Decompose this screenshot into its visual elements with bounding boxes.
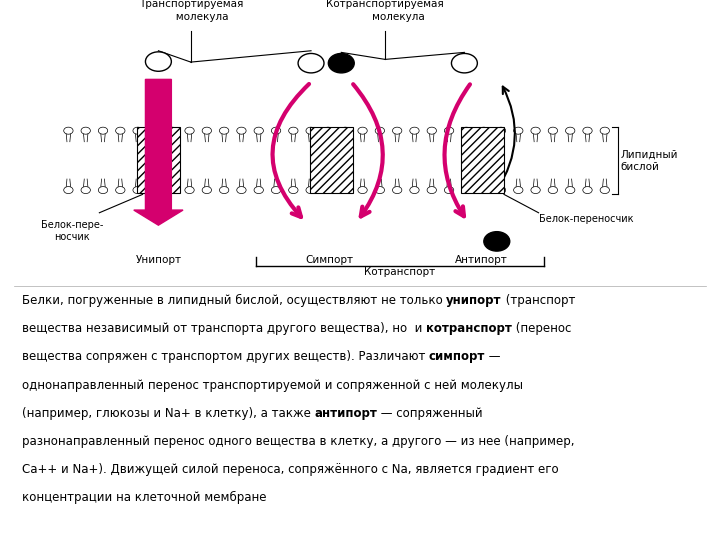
Circle shape [496, 127, 505, 134]
Text: Унипорт: Унипорт [135, 255, 181, 266]
Bar [461, 127, 504, 193]
Circle shape [410, 127, 419, 134]
Bar [310, 127, 353, 193]
Circle shape [582, 186, 592, 193]
Circle shape [220, 127, 229, 134]
Circle shape [271, 186, 281, 193]
Circle shape [328, 53, 354, 73]
Circle shape [323, 127, 333, 134]
Circle shape [150, 186, 160, 193]
Circle shape [341, 186, 350, 193]
Circle shape [427, 186, 436, 193]
Text: вещества независимый от транспорта другого вещества), но  и: вещества независимый от транспорта друго… [22, 322, 426, 335]
Circle shape [289, 127, 298, 134]
Circle shape [484, 232, 510, 251]
Circle shape [462, 186, 471, 193]
Text: (например, глюкозы и Na+ в клетку), а также: (например, глюкозы и Na+ в клетку), а та… [22, 407, 314, 420]
Circle shape [133, 127, 143, 134]
Circle shape [202, 127, 212, 134]
Circle shape [600, 186, 609, 193]
Text: Котранспортируемая
        молекула: Котранспортируемая молекула [326, 0, 444, 22]
Text: Симпорт: Симпорт [306, 255, 354, 266]
Text: однонаправленный перенос транспортируемой и сопряженной с ней молекулы: однонаправленный перенос транспортируемо… [22, 379, 523, 392]
Text: разнонаправленный перенос одного вещества в клетку, а другого — из нее (например: разнонаправленный перенос одного веществ… [22, 435, 574, 448]
Circle shape [63, 186, 73, 193]
Circle shape [392, 127, 402, 134]
Circle shape [392, 186, 402, 193]
Circle shape [496, 186, 505, 193]
Circle shape [81, 186, 91, 193]
Text: Транспортируемая
       молекула: Транспортируемая молекула [139, 0, 243, 22]
Circle shape [513, 127, 523, 134]
Polygon shape [134, 79, 183, 225]
Bar [137, 127, 180, 193]
Circle shape [479, 127, 488, 134]
Circle shape [582, 127, 592, 134]
Circle shape [237, 127, 246, 134]
Circle shape [375, 127, 384, 134]
Circle shape [289, 186, 298, 193]
Circle shape [133, 186, 143, 193]
Circle shape [565, 127, 575, 134]
Circle shape [444, 127, 454, 134]
Circle shape [306, 127, 315, 134]
Circle shape [375, 186, 384, 193]
Circle shape [237, 186, 246, 193]
Text: Котранспорт: Котранспорт [364, 267, 435, 278]
Circle shape [116, 186, 125, 193]
Text: симпорт: симпорт [428, 350, 485, 363]
Circle shape [220, 186, 229, 193]
Circle shape [451, 53, 477, 73]
Circle shape [531, 127, 540, 134]
Text: концентрации на клеточной мембране: концентрации на клеточной мембране [22, 491, 266, 504]
Text: Белок-переносчик: Белок-переносчик [539, 214, 633, 225]
Circle shape [116, 127, 125, 134]
Text: (перенос: (перенос [512, 322, 571, 335]
Circle shape [444, 186, 454, 193]
Circle shape [306, 186, 315, 193]
Circle shape [341, 127, 350, 134]
Text: Липидный
бислой: Липидный бислой [621, 149, 678, 172]
Text: Белки, погруженные в липидный бислой, осуществляют не только: Белки, погруженные в липидный бислой, ос… [22, 294, 446, 307]
Circle shape [168, 127, 177, 134]
Text: — сопряженный: — сопряженный [377, 407, 482, 420]
Circle shape [185, 186, 194, 193]
Text: Белок-пере-
носчик: Белок-пере- носчик [41, 220, 103, 242]
Circle shape [479, 186, 488, 193]
Circle shape [358, 127, 367, 134]
Circle shape [358, 186, 367, 193]
Circle shape [427, 127, 436, 134]
Circle shape [565, 186, 575, 193]
Circle shape [168, 186, 177, 193]
Circle shape [462, 127, 471, 134]
Circle shape [410, 186, 419, 193]
Text: Ca++ и Na+). Движущей силой переноса, сопряжённого с Na, является градиент его: Ca++ и Na+). Движущей силой переноса, со… [22, 463, 558, 476]
Circle shape [548, 186, 557, 193]
Circle shape [81, 127, 91, 134]
Circle shape [513, 186, 523, 193]
Text: (транспорт: (транспорт [502, 294, 575, 307]
Circle shape [202, 186, 212, 193]
Text: котранспорт: котранспорт [426, 322, 512, 335]
Circle shape [254, 186, 264, 193]
Circle shape [63, 127, 73, 134]
Circle shape [99, 127, 108, 134]
Text: —: — [485, 350, 500, 363]
Text: Антипорт: Антипорт [454, 255, 508, 266]
Text: унипорт: унипорт [446, 294, 502, 307]
Circle shape [600, 127, 609, 134]
Circle shape [185, 127, 194, 134]
Circle shape [145, 52, 171, 71]
Text: вещества сопряжен с транспортом других веществ). Различают: вещества сопряжен с транспортом других в… [22, 350, 428, 363]
Circle shape [323, 186, 333, 193]
Text: антипорт: антипорт [314, 407, 377, 420]
Circle shape [254, 127, 264, 134]
Circle shape [298, 53, 324, 73]
Circle shape [271, 127, 281, 134]
Circle shape [99, 186, 108, 193]
Circle shape [531, 186, 540, 193]
Circle shape [548, 127, 557, 134]
Circle shape [150, 127, 160, 134]
